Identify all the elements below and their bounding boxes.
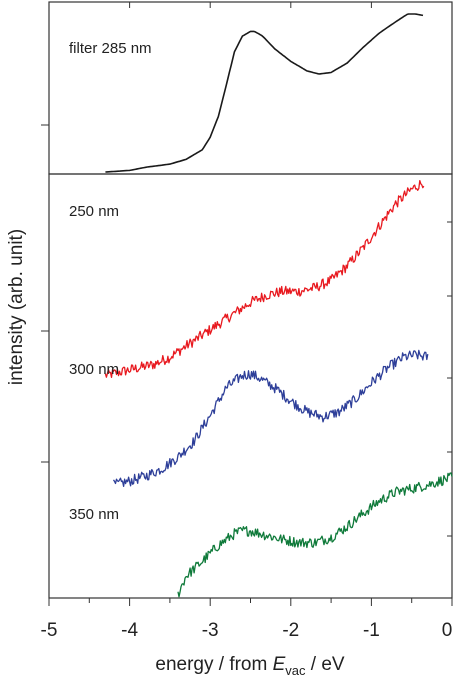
top-panel-frame <box>48 1 453 175</box>
series-line-350-nm <box>177 472 453 598</box>
series-label-350: 350 nm <box>69 506 119 523</box>
x-axis-label: energy / from Evac / eV <box>155 654 345 677</box>
x-tick-label: 0 <box>442 620 453 641</box>
series-label-250: 250 nm <box>69 203 119 220</box>
x-axis-tick-labels: -5 -4 -3 -2 -1 0 <box>41 620 453 641</box>
x-axis-ticks <box>48 2 453 606</box>
series-line-filter-285-nm <box>105 13 424 173</box>
x-tick-label: -3 <box>202 620 219 641</box>
x-tick-label: -2 <box>282 620 299 641</box>
y-axis-label: intensity (arb. unit) <box>6 229 27 385</box>
bottom-panel-frame <box>48 173 453 599</box>
filter-label: filter 285 nm <box>69 40 152 57</box>
series-label-300: 300 nm <box>69 361 119 378</box>
x-tick-label: -4 <box>121 620 138 641</box>
x-axis-label-symbol: E <box>273 654 286 675</box>
x-axis-label-subscript: vac <box>285 663 306 677</box>
series-line-250-nm <box>104 179 425 379</box>
x-axis-label-unit: / eV <box>306 654 345 675</box>
x-tick-label: -1 <box>363 620 380 641</box>
series-line-300-nm <box>112 349 429 488</box>
series-lines <box>104 13 453 598</box>
x-axis-label-text: energy / from <box>155 654 272 675</box>
x-tick-label: -5 <box>41 620 58 641</box>
